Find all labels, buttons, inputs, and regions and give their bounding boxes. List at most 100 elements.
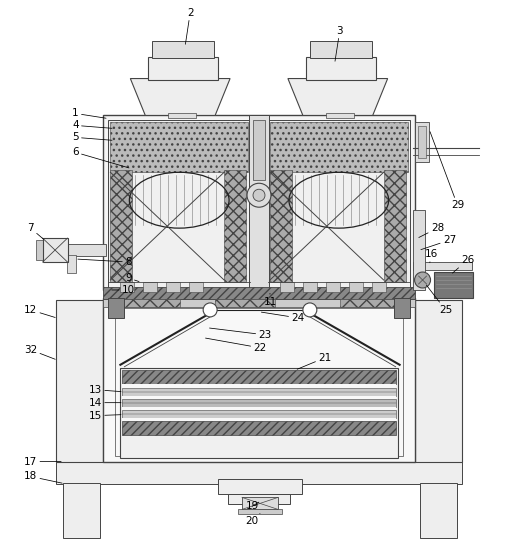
Bar [270, 170, 292, 282]
Bar [122, 410, 396, 418]
Text: 21: 21 [297, 353, 332, 369]
Bar [413, 262, 472, 270]
Circle shape [414, 272, 430, 288]
Circle shape [203, 303, 217, 317]
Text: 32: 32 [24, 345, 55, 359]
Text: 15: 15 [89, 411, 121, 420]
Bar [349, 282, 363, 292]
Text: 13: 13 [89, 385, 121, 395]
Bar [120, 282, 134, 292]
Bar [418, 126, 426, 158]
Bar [253, 120, 265, 180]
Bar [122, 399, 396, 406]
Bar [120, 368, 398, 457]
Bar [55, 459, 463, 485]
Bar [224, 170, 246, 282]
Text: 20: 20 [246, 513, 260, 527]
Text: 16: 16 [425, 249, 438, 263]
Bar [108, 298, 124, 318]
Bar [110, 122, 248, 172]
Text: 17: 17 [24, 457, 61, 467]
Bar [122, 369, 396, 383]
Bar [104, 116, 414, 290]
Bar [122, 418, 396, 420]
Bar [384, 170, 406, 282]
Bar [108, 120, 250, 288]
Bar [166, 282, 180, 292]
Bar [303, 282, 317, 292]
Circle shape [247, 183, 271, 207]
Text: 19: 19 [246, 501, 259, 511]
Bar [122, 383, 396, 388]
Bar [104, 287, 414, 299]
Text: 12: 12 [24, 305, 55, 318]
Text: 11: 11 [263, 293, 277, 307]
Bar [326, 282, 340, 292]
Bar [413, 210, 425, 290]
Bar [189, 282, 203, 292]
Bar [270, 122, 408, 172]
Text: 22: 22 [206, 338, 267, 353]
Text: 6: 6 [72, 148, 129, 168]
Bar [228, 494, 290, 504]
Bar [104, 298, 414, 462]
Text: 27: 27 [421, 235, 456, 250]
Bar [42, 238, 67, 262]
Bar [414, 300, 463, 462]
Bar [168, 113, 196, 119]
Bar [306, 56, 376, 79]
Bar [394, 298, 410, 318]
Circle shape [253, 190, 265, 201]
Bar [434, 272, 473, 298]
Text: 25: 25 [426, 285, 452, 315]
Polygon shape [131, 79, 230, 116]
Bar [414, 122, 428, 162]
Bar [242, 498, 278, 509]
Bar [110, 170, 132, 282]
Bar [122, 420, 396, 434]
Text: 10: 10 [112, 285, 135, 295]
Bar [372, 282, 386, 292]
Text: 4: 4 [72, 120, 112, 130]
Text: 23: 23 [209, 328, 271, 340]
Bar [122, 406, 396, 410]
Bar [326, 113, 354, 119]
Bar [310, 41, 372, 58]
Text: 14: 14 [89, 397, 121, 408]
Text: 26: 26 [453, 255, 474, 273]
Text: 7: 7 [27, 223, 44, 239]
Text: 18: 18 [24, 471, 62, 483]
Bar [120, 299, 180, 307]
Text: 8: 8 [78, 257, 132, 267]
Bar [249, 116, 269, 290]
Text: 9: 9 [125, 273, 139, 283]
Text: 5: 5 [72, 132, 112, 143]
Text: 24: 24 [262, 312, 305, 323]
Bar [215, 299, 275, 307]
Bar [122, 396, 396, 399]
Bar [148, 56, 218, 79]
Bar [280, 282, 294, 292]
Bar [420, 484, 457, 538]
Bar [116, 308, 402, 456]
Text: 29: 29 [430, 132, 464, 210]
Bar [238, 509, 282, 514]
Circle shape [303, 303, 317, 317]
Bar [63, 484, 100, 538]
Bar [268, 120, 410, 288]
Bar [36, 240, 44, 260]
Bar [66, 244, 106, 256]
Bar [55, 300, 104, 462]
Bar [104, 299, 414, 307]
Bar [66, 255, 77, 273]
Bar [340, 299, 399, 307]
Text: 1: 1 [72, 108, 106, 119]
Text: 3: 3 [335, 26, 343, 61]
Text: 2: 2 [185, 8, 194, 44]
Bar [143, 282, 157, 292]
Bar [152, 41, 214, 58]
Polygon shape [288, 79, 387, 116]
Bar [218, 480, 302, 494]
Text: 28: 28 [419, 223, 444, 238]
Bar [122, 388, 396, 396]
